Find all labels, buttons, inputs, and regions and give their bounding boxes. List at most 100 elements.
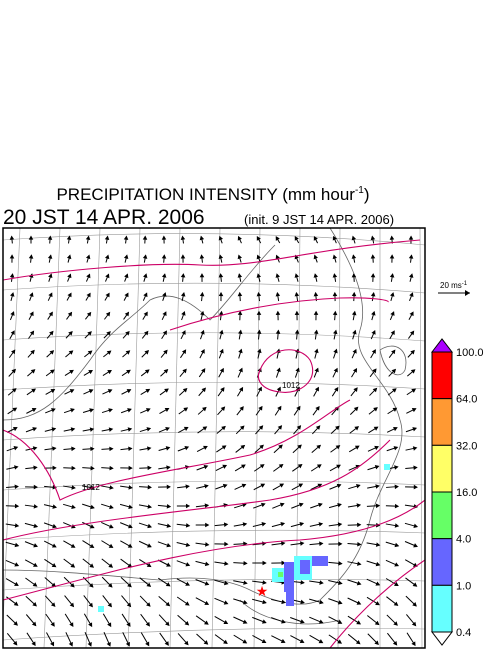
- wind-vector-head: [70, 582, 75, 588]
- wind-vector-head: [319, 580, 324, 585]
- wind-vector-head: [106, 331, 111, 336]
- wind-vector-head: [413, 465, 418, 471]
- wind-vector-head: [51, 408, 56, 413]
- wind-vector-head: [90, 465, 95, 471]
- wind-vector-head: [166, 523, 172, 528]
- wind-vector-head: [261, 522, 267, 527]
- wind-vector-head: [183, 407, 189, 412]
- wind-vector-head: [68, 350, 74, 355]
- graticule-line: [3, 578, 425, 591]
- wind-vector-head: [313, 254, 318, 260]
- wind-vector-head: [146, 562, 152, 568]
- wind-vector-head: [163, 369, 169, 374]
- wind-vector-head: [413, 523, 419, 529]
- graticule-line: [3, 228, 21, 632]
- colorbar-label: 4.0: [456, 534, 471, 546]
- wind-vector-head: [335, 425, 340, 431]
- wind-vector-head: [146, 446, 152, 451]
- wind-vector-head: [126, 389, 132, 394]
- wind-vector-head: [315, 425, 321, 430]
- wind-vector-head: [337, 639, 343, 644]
- wind-vector-head: [394, 581, 399, 587]
- wind-vector-head: [337, 522, 343, 527]
- wind-vector-head: [390, 292, 395, 297]
- wind-vector-head: [238, 386, 244, 392]
- wind-vector-head: [375, 601, 380, 606]
- wind-vector-head: [67, 273, 72, 279]
- wind-vector-head: [294, 329, 300, 334]
- wind-vector-head: [28, 235, 34, 240]
- wind-vector-head: [300, 599, 305, 605]
- wind-vector-head: [48, 311, 53, 317]
- wind-vector-head: [9, 273, 15, 278]
- wind-vector-head: [66, 254, 72, 260]
- graticule-line: [3, 431, 425, 441]
- wind-vector-head: [410, 349, 415, 355]
- precip-cell: [278, 572, 283, 577]
- wind-vector-head: [180, 254, 186, 259]
- wind-vector-head: [280, 638, 286, 643]
- wind-vector-head: [14, 542, 20, 548]
- wind-vector-head: [300, 619, 305, 624]
- wind-vector-head: [275, 236, 280, 241]
- wind-vector-head: [185, 523, 191, 528]
- wind-vector-head: [204, 620, 209, 625]
- wind-vector-head: [126, 369, 131, 374]
- wind-vector-head: [257, 386, 262, 392]
- wind-vector-head: [165, 601, 171, 607]
- wind-vector-head: [87, 350, 93, 355]
- wind-vector-head: [146, 602, 151, 607]
- colorbar-label: 100.0: [456, 347, 484, 359]
- wind-vector-head: [123, 235, 129, 240]
- precip-cell: [300, 560, 310, 574]
- wind-vector-head: [108, 408, 113, 413]
- wind-vector-head: [356, 503, 362, 508]
- wind-vector-head: [32, 427, 38, 432]
- wind-vector-head: [200, 348, 205, 354]
- graticule-line: [211, 228, 221, 648]
- wind-vector-head: [203, 640, 209, 645]
- wind-vector-head: [258, 405, 263, 411]
- title-close: ): [364, 185, 370, 204]
- wind-vector-head: [204, 581, 210, 586]
- wind-vector-head: [315, 405, 320, 411]
- wind-vector-head: [297, 444, 302, 450]
- wind-vector-head: [351, 310, 357, 316]
- wind-vector-head: [237, 273, 243, 278]
- wind-vector-head: [108, 427, 114, 432]
- wind-vector-head: [88, 622, 93, 628]
- wind-vector-head: [409, 292, 414, 297]
- wind-vector-head: [166, 542, 172, 548]
- wind-vector-head: [52, 523, 57, 529]
- wind-vector-head: [107, 389, 113, 394]
- wind-vector-head: [51, 427, 57, 432]
- wind-vector-head: [332, 310, 338, 316]
- wind-vector-head: [314, 386, 319, 392]
- wind-vector-head: [199, 273, 205, 278]
- wind-vector-head: [218, 310, 224, 316]
- wind-vector-head: [314, 348, 319, 354]
- colorbar-segment: [431, 398, 453, 446]
- wind-vector-head: [128, 504, 133, 509]
- wind-vector-head: [316, 444, 322, 450]
- wind-vector-head: [392, 407, 398, 412]
- colorbar-segment: [431, 584, 453, 633]
- wind-vector-head: [352, 368, 358, 373]
- wind-vector-head: [256, 291, 262, 297]
- wind-vector-head: [126, 622, 131, 627]
- wind-scale-head: [465, 290, 470, 296]
- wind-vector-head: [356, 600, 362, 605]
- wind-vector-head: [279, 502, 285, 507]
- wind-vector-head: [52, 465, 57, 471]
- wind-vector-head: [162, 292, 167, 297]
- wind-vector-head: [105, 311, 111, 317]
- wind-vector-head: [9, 254, 15, 259]
- wind-vector-head: [317, 483, 323, 488]
- graticule-line: [3, 627, 425, 641]
- wind-vector-head: [371, 349, 376, 354]
- wind-vector-head: [89, 524, 95, 529]
- wind-vector-head: [389, 254, 395, 259]
- wind-vector-head: [13, 621, 18, 626]
- colorbar-under: [430, 631, 454, 646]
- wind-vector-head: [224, 541, 229, 547]
